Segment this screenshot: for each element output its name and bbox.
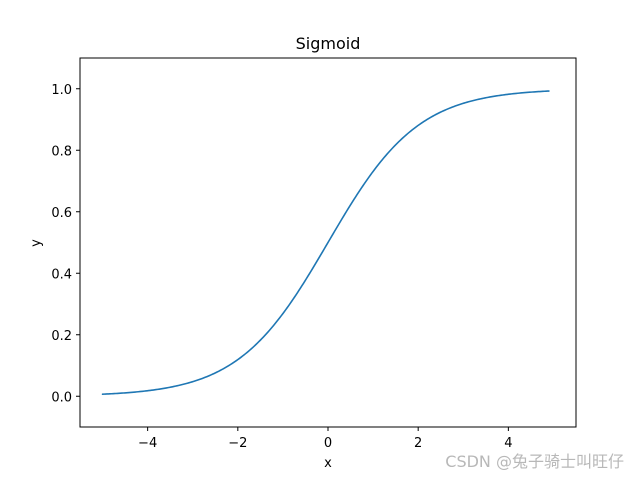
x-tick-label: 0 [324,436,332,451]
x-tick-label: 2 [414,436,422,451]
x-tick-label: −4 [138,436,157,451]
chart-title: Sigmoid [296,34,361,53]
x-tick-label: −2 [228,436,247,451]
y-tick-label: 1.0 [51,83,72,98]
x-axis-label: x [324,456,332,471]
watermark-text: CSDN @兔子骑士叫旺仔 [445,452,624,471]
series-line [101,90,550,395]
y-tick-label: 0.2 [51,329,72,344]
y-axis-label: y [29,239,44,247]
plot-area: −4 −2 0 2 4 0.0 0.2 0.4 0.6 0.8 1.0 [51,57,577,451]
x-tick-label: 4 [504,436,512,451]
y-tick-label: 0.0 [51,390,72,405]
y-tick-label: 0.6 [51,206,72,221]
y-tick-label: 0.4 [51,267,72,282]
y-tick-label: 0.8 [51,144,72,159]
